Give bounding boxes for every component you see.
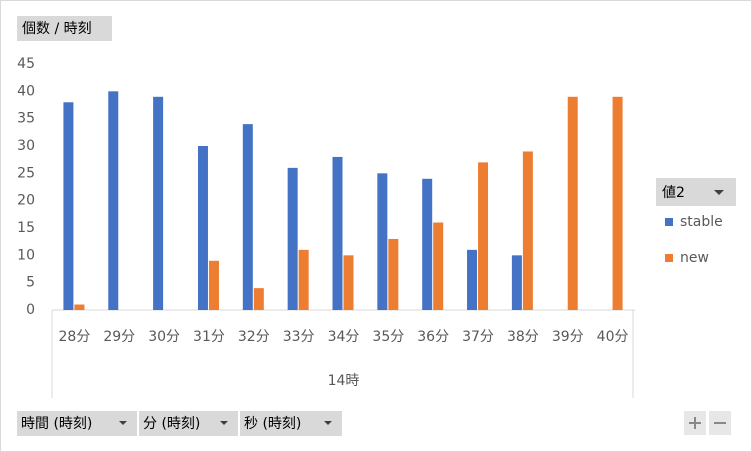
legend-title[interactable]: 値2: [662, 185, 685, 201]
x-tick-label: 38分: [507, 329, 539, 345]
bar: [511, 255, 522, 310]
x-tick-label: 34分: [328, 329, 360, 345]
bar: [287, 167, 298, 310]
y-tick-label: 0: [26, 302, 35, 318]
y-tick-label: 10: [17, 247, 35, 263]
bar: [197, 146, 208, 310]
legend-field-button[interactable]: [656, 178, 736, 206]
bar: [108, 91, 119, 310]
axis-field-label[interactable]: 秒 (時刻): [244, 416, 301, 432]
y-tick-label: 30: [17, 138, 35, 154]
x-tick-label: 29分: [103, 329, 135, 345]
legend-label: new: [680, 250, 709, 266]
legend-marker: [665, 254, 673, 262]
axis-field-label[interactable]: 時間 (時刻): [21, 416, 92, 432]
x-tick-label: 30分: [148, 329, 180, 345]
dropdown-arrow: [324, 421, 332, 425]
y-tick-label: 15: [17, 220, 35, 236]
bar: [567, 96, 578, 310]
dropdown-arrow: [714, 190, 724, 195]
bar: [253, 288, 264, 310]
bar: [63, 102, 74, 311]
bar: [208, 260, 219, 310]
x-tick-label: 39分: [552, 329, 584, 345]
bar: [388, 238, 399, 310]
bar: [478, 162, 489, 310]
group-label: 14時: [328, 373, 360, 389]
bar: [298, 249, 309, 310]
axis-field-button[interactable]: [240, 411, 342, 436]
x-tick-label: 36分: [417, 329, 449, 345]
plus-icon: [689, 417, 701, 429]
y-tick-label: 25: [17, 165, 35, 181]
bar: [74, 304, 85, 310]
x-tick-label: 31分: [193, 329, 225, 345]
x-tick-label: 37分: [462, 329, 494, 345]
bar: [242, 124, 253, 310]
bar: [343, 255, 354, 310]
dropdown-arrow: [119, 421, 127, 425]
y-tick-label: 20: [17, 193, 35, 209]
bar: [467, 249, 478, 310]
y-tick-label: 5: [26, 275, 35, 291]
dropdown-arrow: [220, 421, 228, 425]
bar: [522, 151, 533, 310]
y-tick-label: 35: [17, 111, 35, 127]
legend-label: stable: [680, 214, 723, 230]
chart-title[interactable]: 個数 / 時刻: [22, 21, 92, 37]
bar: [612, 96, 623, 310]
bar: [153, 96, 164, 310]
bar: [433, 222, 444, 310]
x-tick-label: 33分: [283, 329, 315, 345]
axis-field-button[interactable]: [139, 411, 238, 436]
bar: [422, 178, 433, 310]
legend-marker: [665, 218, 673, 226]
y-tick-label: 40: [17, 83, 35, 99]
y-tick-label: 45: [17, 56, 35, 72]
axis-field-button[interactable]: [17, 411, 137, 436]
bar: [377, 173, 388, 310]
x-tick-label: 35分: [372, 329, 404, 345]
value-field-button[interactable]: [17, 16, 112, 41]
x-tick-label: 32分: [238, 329, 270, 345]
x-tick-label: 28分: [59, 329, 91, 345]
bar: [332, 156, 343, 310]
axis-field-label[interactable]: 分 (時刻): [143, 416, 200, 432]
x-tick-label: 40分: [597, 329, 629, 345]
